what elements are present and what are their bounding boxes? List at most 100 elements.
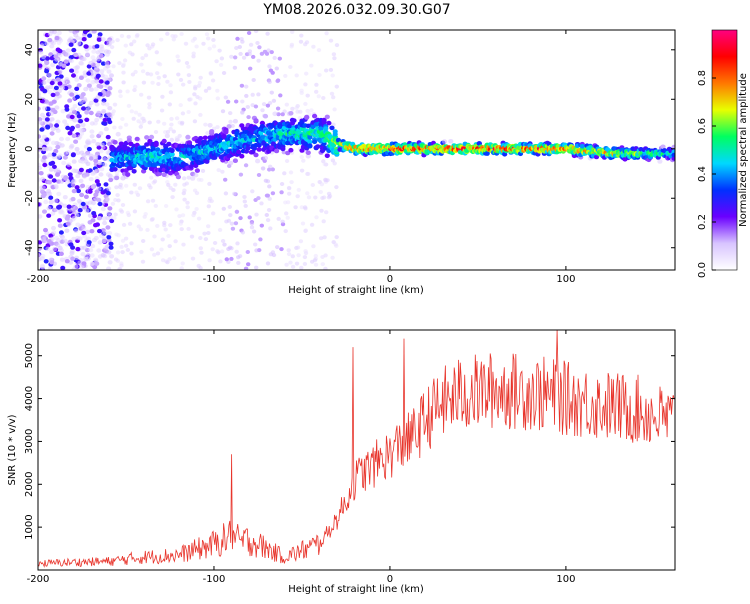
spectrogram-cell — [214, 59, 219, 64]
spectrogram-cell — [270, 250, 276, 255]
spectrogram-cell — [317, 73, 322, 77]
spectrogram-cell — [260, 166, 266, 171]
spectrogram-cell — [107, 106, 113, 111]
spectrogram-cell — [223, 95, 228, 100]
spectrogram-cell — [75, 150, 81, 156]
spectrogram-cell — [87, 33, 93, 38]
spectrogram-cell — [162, 220, 167, 225]
spectrogram-cell — [59, 257, 65, 262]
spectrogram-cell — [99, 142, 105, 147]
spectrogram-cell — [105, 197, 111, 202]
spectrogram-cell — [228, 111, 233, 116]
spectrogram-cell — [79, 264, 85, 270]
spectrogram-cell — [232, 65, 238, 70]
spectrogram-cell — [306, 171, 311, 176]
spectrogram-cell — [256, 92, 261, 97]
spectrogram-cell — [93, 158, 99, 164]
spectrogram-cell — [121, 80, 126, 85]
spectrogram-cell — [129, 42, 134, 47]
spectrogram-cell — [186, 73, 192, 78]
spectrogram-cell — [98, 172, 104, 177]
spectrogram-cell — [80, 159, 86, 164]
spectrogram-cell — [42, 106, 48, 111]
spectrogram-cell — [121, 62, 126, 67]
spectrogram-cell — [106, 266, 112, 270]
spectrogram-cell — [125, 172, 131, 177]
spectrogram-cell — [245, 250, 250, 254]
spectrogram-cell — [303, 249, 308, 254]
spectrogram-cell — [186, 175, 191, 180]
spectrogram-cell — [64, 228, 70, 233]
spectrogram-cell — [326, 195, 332, 200]
spectrogram-cell — [163, 204, 169, 208]
spectrogram-cell — [102, 157, 108, 162]
spectrogram-cell — [206, 224, 211, 229]
spectrogram-cell — [133, 84, 138, 89]
spectrogram-cell — [169, 148, 175, 154]
spectrogram-cell — [305, 108, 310, 113]
spectrogram-cell — [115, 38, 120, 43]
spectrogram-cell — [169, 116, 174, 121]
spectrogram-cell — [301, 158, 306, 163]
spectrogram-cell — [314, 89, 319, 94]
spectrogram-cell — [76, 198, 82, 204]
spectrogram-cell — [78, 178, 84, 184]
spectrogram-cell — [249, 225, 255, 230]
spectrogram-cell — [258, 237, 263, 242]
spectrogram-cell — [131, 116, 136, 121]
spectrogram-cell — [104, 52, 110, 57]
spectrogram-cell — [294, 261, 300, 266]
spectrogram-cell — [171, 129, 176, 134]
spectrogram-cell — [266, 208, 272, 212]
spectrogram-cell — [106, 42, 112, 47]
spectrogram-cell — [103, 246, 109, 251]
spectrogram-cell — [233, 221, 239, 226]
spectrogram-cell — [59, 179, 64, 184]
spectrogram-cell — [220, 239, 226, 243]
spectrogram-cell — [671, 156, 675, 161]
spectrogram-cell — [90, 184, 96, 190]
spectrogram-cell — [270, 191, 276, 196]
spectrogram-cell — [50, 92, 56, 98]
spectrogram-cell — [267, 196, 272, 201]
spectrogram-cell — [152, 234, 157, 239]
spectrogram-cell — [264, 213, 269, 217]
spectrogram-cell — [65, 52, 71, 57]
spectrogram-cell — [244, 84, 249, 89]
spectrogram-cell — [162, 74, 167, 79]
spectrogram-cell — [218, 62, 224, 67]
spectrogram-cell — [245, 105, 250, 109]
spectrogram-cell — [70, 256, 76, 261]
spectrogram-cell — [113, 257, 119, 262]
spectrogram-cell — [54, 91, 60, 97]
spectrogram-cell — [285, 150, 291, 156]
spectrogram-cell — [334, 235, 339, 240]
spectrogram-cell — [309, 63, 314, 68]
spectrogram-cell — [321, 96, 326, 100]
spectrogram-cell — [84, 110, 90, 115]
spectrogram-cell — [299, 265, 304, 270]
spectrogram-cell — [58, 230, 64, 235]
spectrogram-cell — [167, 244, 172, 249]
spectrogram-cell — [179, 266, 184, 270]
spectrogram-cell — [255, 158, 261, 164]
spectrogram-cell — [212, 241, 218, 245]
spectrogram-cell — [71, 236, 77, 242]
spectrogram-cell — [155, 223, 160, 228]
spectrogram-cell — [207, 258, 212, 263]
spectrogram-cell — [193, 172, 199, 178]
spectrogram-cell — [54, 96, 60, 101]
spectrogram-cell — [123, 122, 129, 127]
spectrogram-cell — [256, 143, 262, 148]
spectrogram-cell — [294, 105, 299, 110]
snr-panel: -200 -100 0 100 1000 2000 3000 4000 5000 Height … — [7, 329, 676, 595]
spectrogram-cell — [320, 255, 325, 259]
spectrogram-cell — [229, 221, 235, 226]
spectrogram-cell — [660, 144, 666, 150]
spectrogram-cell — [74, 86, 80, 92]
spectrogram-cell — [39, 98, 45, 104]
spectrogram-cell — [38, 240, 43, 245]
spectrogram-cell — [103, 182, 109, 187]
spectrogram-cell — [181, 82, 186, 87]
spectrogram-cell — [441, 139, 448, 144]
